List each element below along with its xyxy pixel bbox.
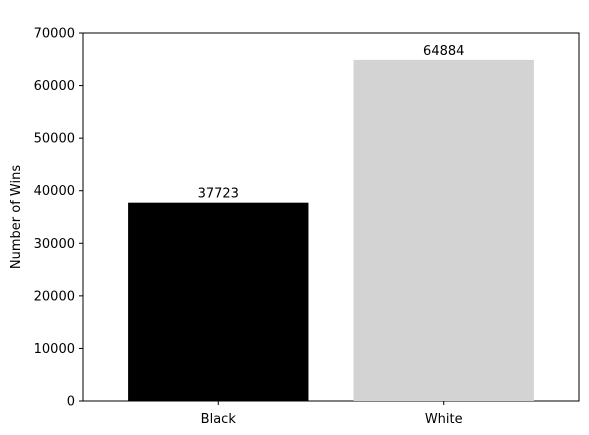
y-tick-label: 10000 (34, 342, 75, 357)
x-tick-label-black: Black (201, 412, 237, 427)
bars-group (128, 59, 534, 402)
y-axis: 0 10000 20000 30000 40000 50000 60000 70000 (34, 27, 83, 410)
y-tick-label: 50000 (34, 132, 75, 147)
plot-area (82, 32, 580, 402)
x-axis: Black White (201, 401, 463, 427)
y-tick-label: 20000 (34, 289, 75, 304)
data-label-black: 37723 (198, 187, 239, 202)
bar-white (353, 59, 534, 402)
bar-black (128, 202, 309, 401)
data-label-white: 64884 (423, 44, 464, 59)
plot-frame (82, 32, 580, 402)
x-tick-label-white: White (425, 412, 463, 427)
y-tick-label: 70000 (34, 27, 75, 42)
y-tick-label: 0 (67, 395, 75, 410)
data-labels-group: 37723 64884 (198, 44, 465, 202)
y-tick-label: 40000 (34, 184, 75, 199)
y-axis-label: Number of Wins (9, 165, 24, 269)
y-tick-label: 60000 (34, 79, 75, 94)
y-tick-label: 30000 (34, 237, 75, 252)
